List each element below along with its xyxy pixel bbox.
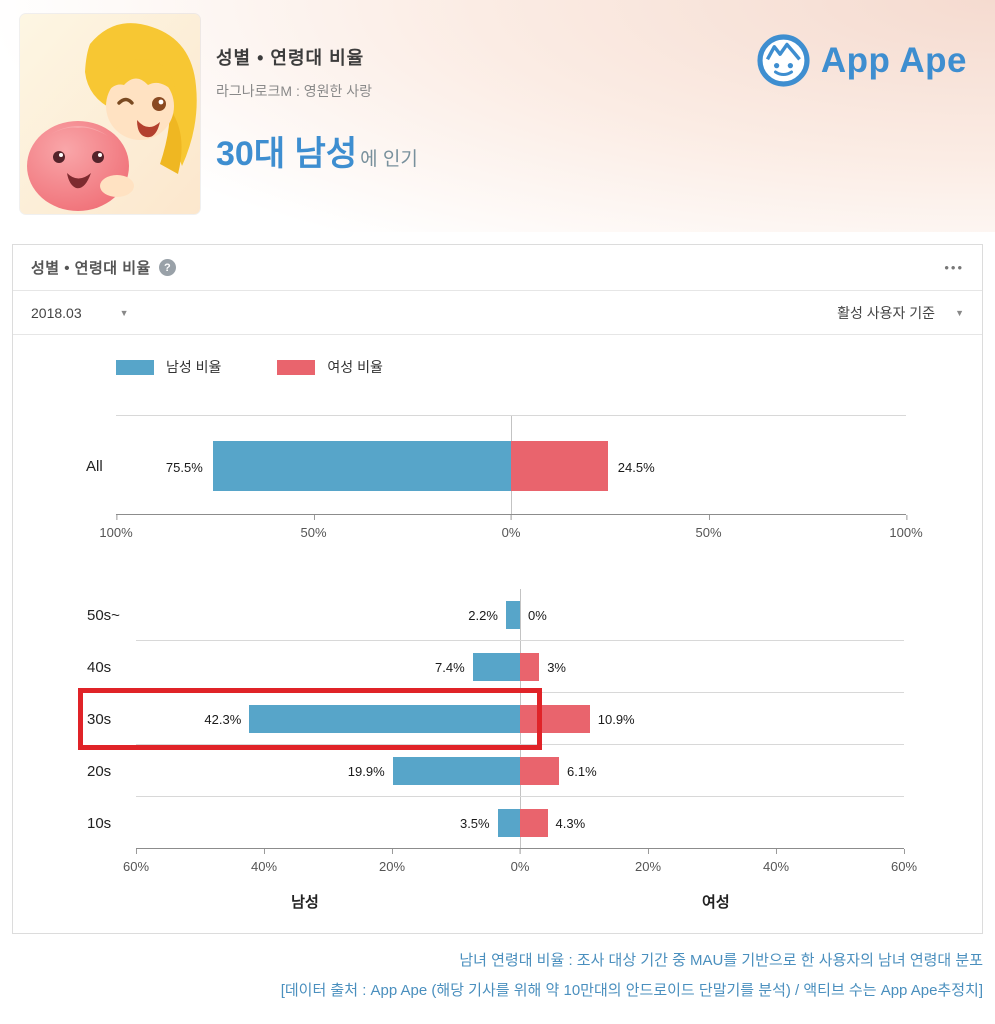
- overall-axis-ticks: 100% 50% 0% 50% 100%: [99, 515, 923, 543]
- axis-tick: 20%: [635, 849, 661, 874]
- headline-main: 30대 남성: [216, 135, 358, 173]
- axis-tick: 50%: [300, 515, 327, 540]
- source-note-line1: 남녀 연령대 비율 : 조사 대상 기간 중 MAU를 기반으로 한 사용자의 …: [459, 952, 983, 969]
- female-swatch: [277, 359, 316, 375]
- appape-logo: App Ape: [756, 33, 967, 88]
- category-label: 50s~: [87, 607, 120, 624]
- headline: 30대 남성 에 인기: [216, 126, 418, 175]
- male-bar: [392, 757, 520, 785]
- axis-tick: 20%: [379, 849, 405, 874]
- chart-card: 성별 • 연령대 비율 ? ••• 2018.03 ▼ 활성 사용자 기준 ▼ …: [12, 244, 983, 934]
- help-icon[interactable]: ?: [158, 259, 176, 276]
- male-value-label: 2.2%: [468, 608, 498, 623]
- axis-tick: 100%: [99, 515, 133, 540]
- basis-value: 활성 사용자 기준: [837, 304, 936, 321]
- category-label: 20s: [87, 763, 112, 780]
- category-label: 40s: [87, 659, 112, 676]
- app-name: 라그나로크M : 영원한 사랑: [216, 83, 373, 99]
- female-bar: [520, 653, 540, 681]
- male-swatch: [116, 359, 154, 375]
- appape-logo-text: App Ape: [820, 40, 967, 80]
- female-value-label: 24.5%: [617, 460, 655, 475]
- axis-tick: 0%: [511, 849, 529, 874]
- male-value-label: 42.3%: [204, 712, 242, 727]
- card-title: 성별 • 연령대 비율: [31, 260, 151, 277]
- filter-row: 2018.03 ▼ 활성 사용자 기준 ▼: [13, 291, 982, 335]
- female-value-label: 10.9%: [597, 712, 635, 727]
- source-note: 남녀 연령대 비율 : 조사 대상 기간 중 MAU를 기반으로 한 사용자의 …: [23, 946, 983, 1006]
- age-row-50s~: 50s~ 2.2% 0%: [87, 589, 904, 641]
- male-bar: [249, 705, 520, 733]
- female-value-label: 3%: [547, 660, 566, 675]
- banner-text-block: 성별 • 연령대 비율 라그나로크M : 영원한 사랑 30대 남성 에 인기: [216, 44, 418, 175]
- overall-gender-chart: All 75.5% 24.5% 100% 50% 0% 50% 100%: [86, 415, 923, 543]
- period-value: 2018.03: [31, 304, 82, 321]
- female-bar: [520, 705, 590, 733]
- age-row-20s: 20s 19.9% 6.1%: [87, 745, 904, 797]
- male-value-label: 19.9%: [347, 764, 385, 779]
- headline-suffix: 에 인기: [360, 149, 418, 170]
- age-rows: 50s~ 2.2% 0% 40s 7.4% 3% 30s 42.3% 10.9% 20s 19.9%…: [78, 589, 904, 849]
- legend-label-male: 남성 비율: [166, 359, 222, 375]
- axis-tick: 100%: [889, 515, 923, 540]
- male-value-label: 3.5%: [459, 816, 490, 831]
- axis-tick: 60%: [891, 849, 917, 874]
- male-bar: [505, 601, 520, 629]
- female-value-label: 6.1%: [567, 764, 597, 779]
- source-note-line2: [데이터 출처 : App Ape (해당 기사를 위해 약 10만대의 안드로…: [280, 982, 983, 999]
- category-label: 10s: [87, 815, 112, 832]
- game-artwork: [20, 14, 200, 214]
- card-header: 성별 • 연령대 비율 ? •••: [13, 245, 982, 291]
- gender-axis-labels: 남성 여성: [136, 891, 904, 921]
- legend-label-female: 여성 비율: [327, 359, 383, 375]
- axis-tick: 60%: [123, 849, 149, 874]
- period-dropdown[interactable]: 2018.03 ▼: [31, 305, 129, 321]
- overall-plot: All 75.5% 24.5%: [86, 415, 906, 515]
- female-axis-label: 여성: [702, 894, 730, 911]
- male-value-label: 7.4%: [435, 660, 465, 675]
- age-gender-chart: 50s~ 2.2% 0% 40s 7.4% 3% 30s 42.3% 10.9% 20s 19.9%…: [78, 589, 917, 921]
- category-label-all: All: [86, 458, 103, 475]
- basis-dropdown[interactable]: 활성 사용자 기준 ▼: [837, 303, 964, 323]
- chevron-down-icon: ▼: [955, 307, 964, 318]
- female-value-label: 0%: [528, 608, 547, 623]
- header-banner: 성별 • 연령대 비율 라그나로크M : 영원한 사랑 30대 남성 에 인기 A…: [0, 0, 995, 232]
- male-bar: [472, 653, 520, 681]
- axis-tick: 0%: [502, 515, 520, 540]
- age-row-40s: 40s 7.4% 3%: [87, 641, 904, 693]
- female-value-label: 4.3%: [555, 816, 586, 831]
- age-axis-ticks: 60% 40% 20% 0% 20% 40% 60%: [123, 849, 917, 877]
- legend-item-female: 여성 비율: [277, 357, 383, 377]
- appape-logo-icon: [756, 33, 811, 88]
- female-bar: [520, 757, 560, 785]
- axis-tick: 40%: [763, 849, 789, 874]
- male-value-label: 75.5%: [165, 460, 203, 475]
- category-label: 30s: [87, 711, 112, 728]
- male-axis-label: 남성: [291, 894, 319, 911]
- game-app-icon: [20, 14, 200, 214]
- chart-legend: 남성 비율 여성 비율: [116, 357, 982, 377]
- axis-tick: 50%: [695, 515, 722, 540]
- legend-item-male: 남성 비율: [116, 357, 221, 377]
- axis-tick: 40%: [251, 849, 277, 874]
- male-bar: [212, 441, 511, 491]
- age-row-10s: 10s 3.5% 4.3%: [87, 797, 904, 849]
- age-row-30s: 30s 42.3% 10.9%: [87, 693, 904, 745]
- male-bar: [497, 809, 520, 837]
- female-bar: [520, 809, 548, 837]
- chevron-down-icon: ▼: [119, 307, 129, 318]
- female-bar: [511, 441, 608, 491]
- more-menu-icon[interactable]: •••: [944, 260, 964, 275]
- report-title: 성별 • 연령대 비율: [216, 48, 365, 68]
